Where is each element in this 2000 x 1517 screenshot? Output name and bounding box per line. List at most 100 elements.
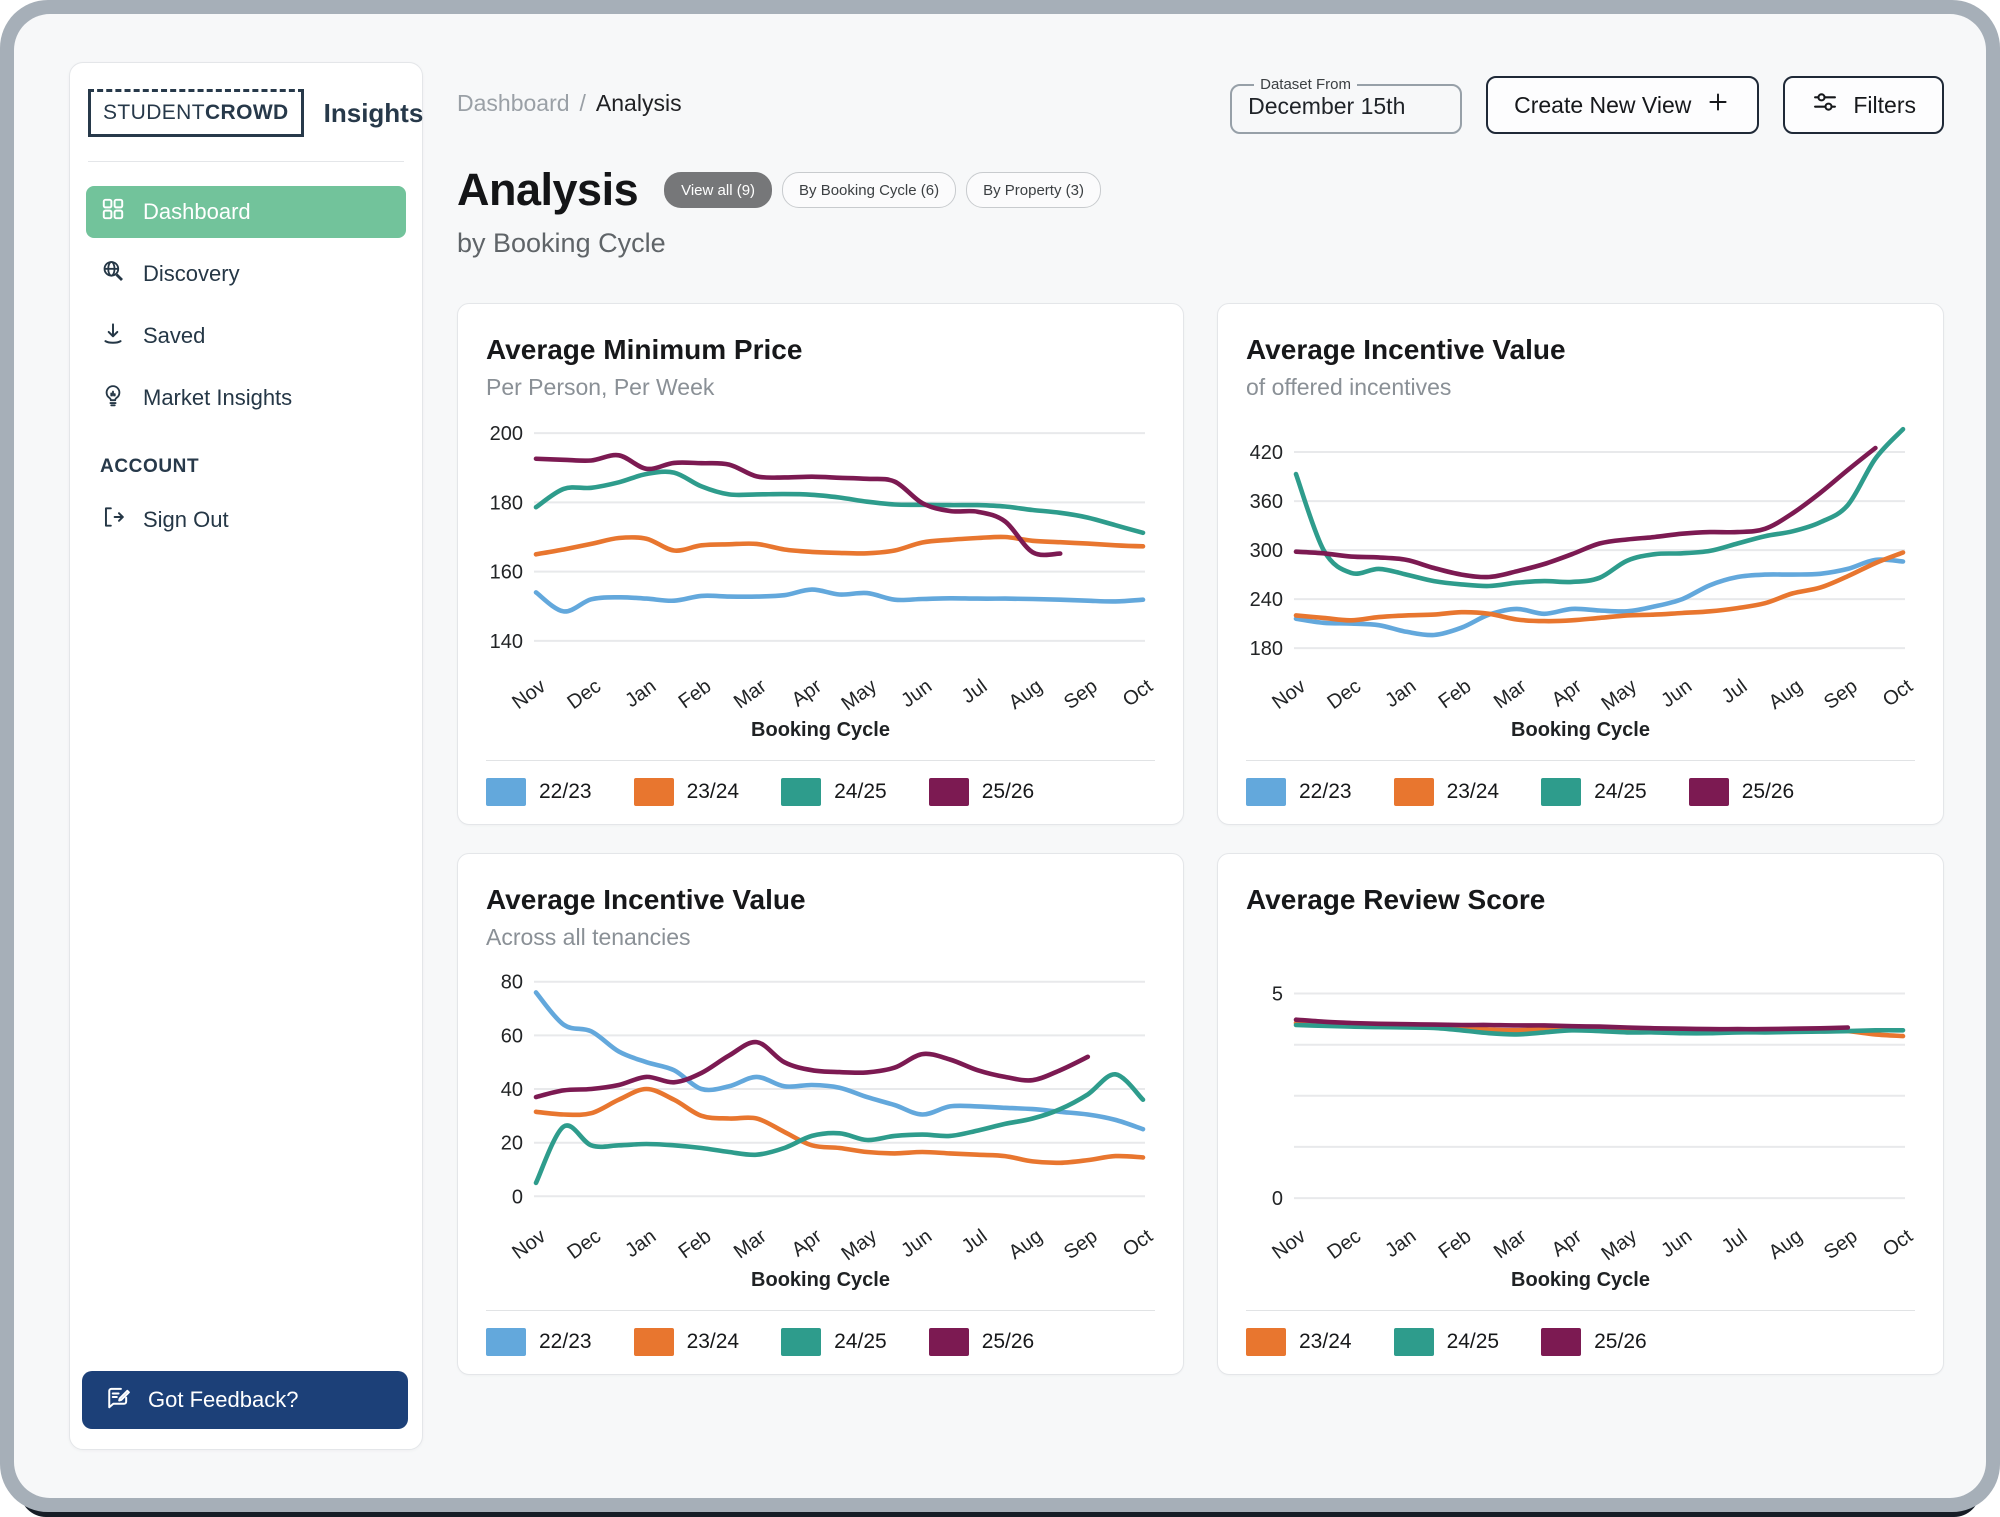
- dataset-from-value: December 15th: [1248, 93, 1406, 119]
- legend-label: 24/25: [1446, 1330, 1500, 1353]
- legend-item: 24/25: [781, 1328, 887, 1356]
- breadcrumb: Dashboard / Analysis: [457, 90, 682, 117]
- svg-text:Nov: Nov: [508, 1225, 550, 1264]
- svg-text:Apr: Apr: [788, 1225, 826, 1261]
- legend-label: 25/26: [1741, 780, 1795, 803]
- legend-item: 23/24: [1246, 1328, 1352, 1356]
- filters-icon: [1811, 88, 1839, 122]
- legend-item: 23/24: [633, 778, 739, 806]
- sidebar-item-dashboard[interactable]: Dashboard: [86, 186, 406, 238]
- chart-card-average-minimum-price: Average Minimum Price Per Person, Per We…: [457, 303, 1184, 825]
- create-new-view-button[interactable]: Create New View: [1486, 76, 1760, 134]
- svg-text:Mar: Mar: [1490, 675, 1531, 713]
- breadcrumb-dashboard-link[interactable]: Dashboard: [457, 90, 570, 116]
- legend-swatch: [1541, 1328, 1582, 1356]
- legend-item: 24/25: [781, 778, 887, 806]
- chart-legend: 23/24 24/25 25/26: [1246, 1311, 1915, 1373]
- line-chart: 0 5 Nov Dec Jan Feb Mar Apr May Jun Jul Aug Sep Oct: [1268, 984, 1917, 1266]
- legend-swatch: [1541, 778, 1582, 806]
- charts-grid: Average Minimum Price Per Person, Per We…: [457, 303, 1944, 1375]
- chart-subtitle: of offered incentives: [1246, 374, 1452, 400]
- svg-text:Aug: Aug: [1005, 1225, 1047, 1264]
- pill-by-property[interactable]: By Property (3): [966, 172, 1101, 208]
- legend-item: 23/24: [1393, 778, 1500, 806]
- filters-button[interactable]: Filters: [1783, 76, 1944, 134]
- x-axis-title: Booking Cycle: [1511, 1269, 1650, 1291]
- svg-text:5: 5: [1272, 984, 1283, 1006]
- dataset-from-label: Dataset From: [1260, 76, 1351, 93]
- svg-text:Oct: Oct: [1879, 675, 1917, 711]
- legend-label: 23/24: [1446, 780, 1500, 803]
- svg-text:Jan: Jan: [1381, 675, 1420, 712]
- legend-label: 24/25: [834, 1330, 887, 1353]
- chart-subtitle: Across all tenancies: [486, 924, 691, 950]
- svg-text:Jan: Jan: [1381, 1225, 1420, 1262]
- svg-text:Sep: Sep: [1060, 1225, 1102, 1264]
- svg-text:Nov: Nov: [1268, 675, 1310, 714]
- chart-card-average-incentive-value-offered: Average Incentive Value of offered incen…: [1217, 303, 1944, 825]
- dataset-from-picker[interactable]: Dataset From December 15th: [1230, 76, 1463, 134]
- svg-text:Apr: Apr: [1548, 1225, 1586, 1261]
- legend-swatch: [633, 1328, 674, 1356]
- feedback-label: Got Feedback?: [148, 1387, 299, 1412]
- chart-subtitle: [1246, 924, 1915, 951]
- svg-text:20: 20: [501, 1133, 523, 1155]
- svg-text:Oct: Oct: [1879, 1225, 1917, 1261]
- chart-subtitle: Per Person, Per Week: [486, 374, 715, 400]
- x-axis-title: Booking Cycle: [751, 1269, 890, 1291]
- svg-text:Apr: Apr: [1548, 675, 1586, 711]
- chart-card-average-review-score: Average Review Score 0 5 Nov Dec Jan Feb Mar Ap…: [1217, 853, 1944, 1375]
- legend-swatch: [781, 778, 822, 806]
- svg-text:May: May: [838, 675, 882, 715]
- sidebar-divider: [88, 161, 404, 162]
- legend-item: 22/23: [486, 778, 592, 806]
- svg-text:180: 180: [490, 492, 523, 514]
- svg-text:Jul: Jul: [1718, 1225, 1752, 1258]
- chart-title: Average Minimum Price: [486, 334, 803, 365]
- svg-text:Oct: Oct: [1119, 675, 1157, 711]
- got-feedback-button[interactable]: Got Feedback?: [82, 1371, 408, 1429]
- sidebar-item-label: Dashboard: [143, 199, 251, 224]
- legend-swatch: [486, 778, 526, 806]
- logo-text-student: STUDENT: [103, 101, 205, 124]
- legend-divider: [486, 1310, 1155, 1311]
- svg-text:Jun: Jun: [897, 675, 936, 712]
- pill-by-booking-cycle[interactable]: By Booking Cycle (6): [782, 172, 957, 208]
- svg-text:Jul: Jul: [958, 675, 992, 708]
- discovery-icon: [100, 258, 126, 290]
- sidebar-item-saved[interactable]: Saved: [86, 310, 406, 362]
- sidebar: STUDENTCROWD Insights Dashboard Discover…: [69, 62, 423, 1450]
- svg-text:Sep: Sep: [1060, 675, 1102, 714]
- svg-text:Dec: Dec: [563, 1225, 605, 1264]
- svg-text:60: 60: [501, 1025, 523, 1047]
- line-chart: 180 240 300 360 420 Nov Dec Jan Feb Mar Apr May Jun J…: [1250, 426, 1917, 715]
- svg-text:Feb: Feb: [1435, 1225, 1476, 1263]
- feedback-icon: [104, 1383, 132, 1417]
- legend-swatch: [1246, 778, 1286, 806]
- legend-label: 25/26: [981, 780, 1035, 803]
- legend-label: 25/26: [981, 1330, 1035, 1353]
- svg-text:360: 360: [1250, 491, 1283, 513]
- app-surface: STUDENTCROWD Insights Dashboard Discover…: [14, 14, 1986, 1498]
- chart-legend: 22/23 23/24 24/25 25/26: [486, 1311, 1155, 1373]
- svg-text:Jun: Jun: [1657, 1225, 1696, 1262]
- chart-legend: 22/23 23/24 24/25 25/26: [1246, 761, 1915, 823]
- sidebar-item-discovery[interactable]: Discovery: [86, 248, 406, 300]
- svg-text:Nov: Nov: [1268, 1225, 1310, 1264]
- sidebar-item-market-insights[interactable]: Market Insights: [86, 372, 406, 424]
- legend-label: 23/24: [686, 1330, 740, 1353]
- chart-title: Average Incentive Value: [486, 884, 806, 915]
- svg-text:Jul: Jul: [1718, 675, 1752, 708]
- svg-text:160: 160: [490, 562, 523, 584]
- svg-text:Dec: Dec: [563, 675, 605, 714]
- svg-text:40: 40: [501, 1079, 523, 1101]
- pill-view-all[interactable]: View all (9): [664, 172, 773, 208]
- svg-text:Aug: Aug: [1765, 675, 1807, 714]
- svg-text:Jan: Jan: [621, 1225, 660, 1262]
- sign-out-button[interactable]: Sign Out: [86, 494, 406, 546]
- page-title: Analysis: [457, 164, 639, 215]
- chart-legend: 22/23 23/24 24/25 25/26: [486, 761, 1155, 823]
- svg-text:80: 80: [501, 972, 523, 994]
- svg-text:240: 240: [1250, 589, 1283, 611]
- sidebar-item-label: Saved: [143, 323, 206, 348]
